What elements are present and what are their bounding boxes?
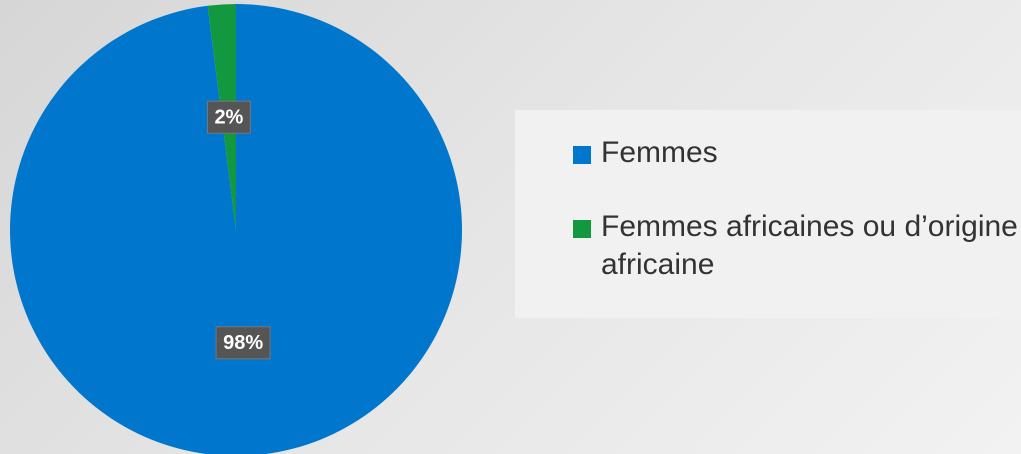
data-label-text: 2%	[214, 107, 243, 129]
legend-item: Femmes africaines ou d’origine africaine	[573, 208, 1021, 284]
legend-swatch	[573, 146, 591, 164]
data-label: 2%	[206, 100, 251, 134]
data-label-text: 98%	[223, 332, 263, 354]
legend-label: Femmes	[601, 136, 718, 169]
legend-item: Femmes	[573, 134, 1021, 172]
data-label: 98%	[215, 326, 271, 360]
legend-swatch	[573, 220, 591, 238]
chart: 98% 2%	[10, 4, 462, 454]
legend: Femmes Femmes africaines ou d’origine afr…	[515, 110, 1021, 318]
legend-label: Femmes africaines ou d’origine africaine	[601, 210, 1018, 281]
data-label-box	[206, 100, 251, 134]
pie-slice	[10, 4, 462, 454]
data-label-box	[215, 326, 271, 360]
